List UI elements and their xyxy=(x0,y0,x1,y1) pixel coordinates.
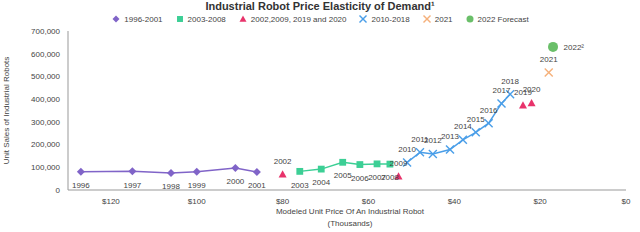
svg-text:$20: $20 xyxy=(533,197,547,206)
svg-text:200,000: 200,000 xyxy=(31,140,60,149)
svg-text:2018: 2018 xyxy=(501,77,519,86)
html-text:2021: 2021 xyxy=(434,14,453,24)
svg-text:$60: $60 xyxy=(362,197,376,206)
svg-text:2016: 2016 xyxy=(480,106,498,115)
svg-text:2008: 2008 xyxy=(381,173,399,182)
html-text:1996-2001: 1996-2001 xyxy=(124,14,163,24)
svg-text:1998: 1998 xyxy=(162,182,180,191)
svg-text:2006: 2006 xyxy=(351,174,369,183)
svg-text:2002: 2002 xyxy=(274,157,292,166)
svg-text:$100: $100 xyxy=(188,197,206,206)
svg-text:600,000: 600,000 xyxy=(31,50,60,59)
html-text:Industrial Robot Price Elastic: Industrial Robot Price Elasticity of Dem… xyxy=(205,0,435,12)
svg-text:$80: $80 xyxy=(276,197,290,206)
html-text:2010-2018: 2010-2018 xyxy=(371,14,410,24)
svg-text:2001: 2001 xyxy=(248,181,266,190)
svg-text:2011: 2011 xyxy=(411,134,429,144)
html-text:2003-2008: 2003-2008 xyxy=(187,14,226,24)
svg-text:2012: 2012 xyxy=(424,136,442,145)
svg-text:300,000: 300,000 xyxy=(31,118,60,127)
svg-text:1997: 1997 xyxy=(123,181,141,190)
svg-text:1999: 1999 xyxy=(188,181,206,190)
svg-text:2003: 2003 xyxy=(291,181,309,190)
svg-text:Unit Sales of Industrial Robot: Unit Sales of Industrial Robots xyxy=(8,57,11,165)
svg-text:2007: 2007 xyxy=(368,173,386,183)
html-text:(Thousands): (Thousands) xyxy=(327,219,373,228)
svg-text:2004: 2004 xyxy=(312,178,330,187)
svg-text:2017: 2017 xyxy=(493,86,511,95)
svg-text:2000: 2000 xyxy=(227,177,245,186)
svg-text:$120: $120 xyxy=(102,197,120,206)
svg-text:2005: 2005 xyxy=(334,171,352,180)
svg-text:1996: 1996 xyxy=(72,181,90,190)
svg-text:2022²: 2022² xyxy=(564,43,585,52)
svg-text:$0: $0 xyxy=(622,197,631,206)
svg-text:400,000: 400,000 xyxy=(31,95,60,104)
svg-text:2010: 2010 xyxy=(398,145,416,154)
svg-text:2015: 2015 xyxy=(467,115,485,124)
svg-text:2020: 2020 xyxy=(523,85,541,94)
svg-text:2014: 2014 xyxy=(454,122,472,132)
html-text:Modeled Unit Price Of An Indus: Modeled Unit Price Of An Industrial Robo… xyxy=(276,207,424,216)
svg-text:700,000: 700,000 xyxy=(31,27,60,36)
svg-text:2021: 2021 xyxy=(540,55,558,64)
svg-text:0: 0 xyxy=(56,186,61,195)
svg-text:2013: 2013 xyxy=(441,132,459,141)
html-text:2002,2009, 2019 and 2020: 2002,2009, 2019 and 2020 xyxy=(250,14,347,24)
svg-text:$40: $40 xyxy=(448,197,462,206)
svg-text:100,000: 100,000 xyxy=(31,163,60,172)
svg-text:2009: 2009 xyxy=(390,159,408,168)
html-text:2022 Forecast: 2022 Forecast xyxy=(477,14,529,24)
svg-text:500,000: 500,000 xyxy=(31,72,60,81)
